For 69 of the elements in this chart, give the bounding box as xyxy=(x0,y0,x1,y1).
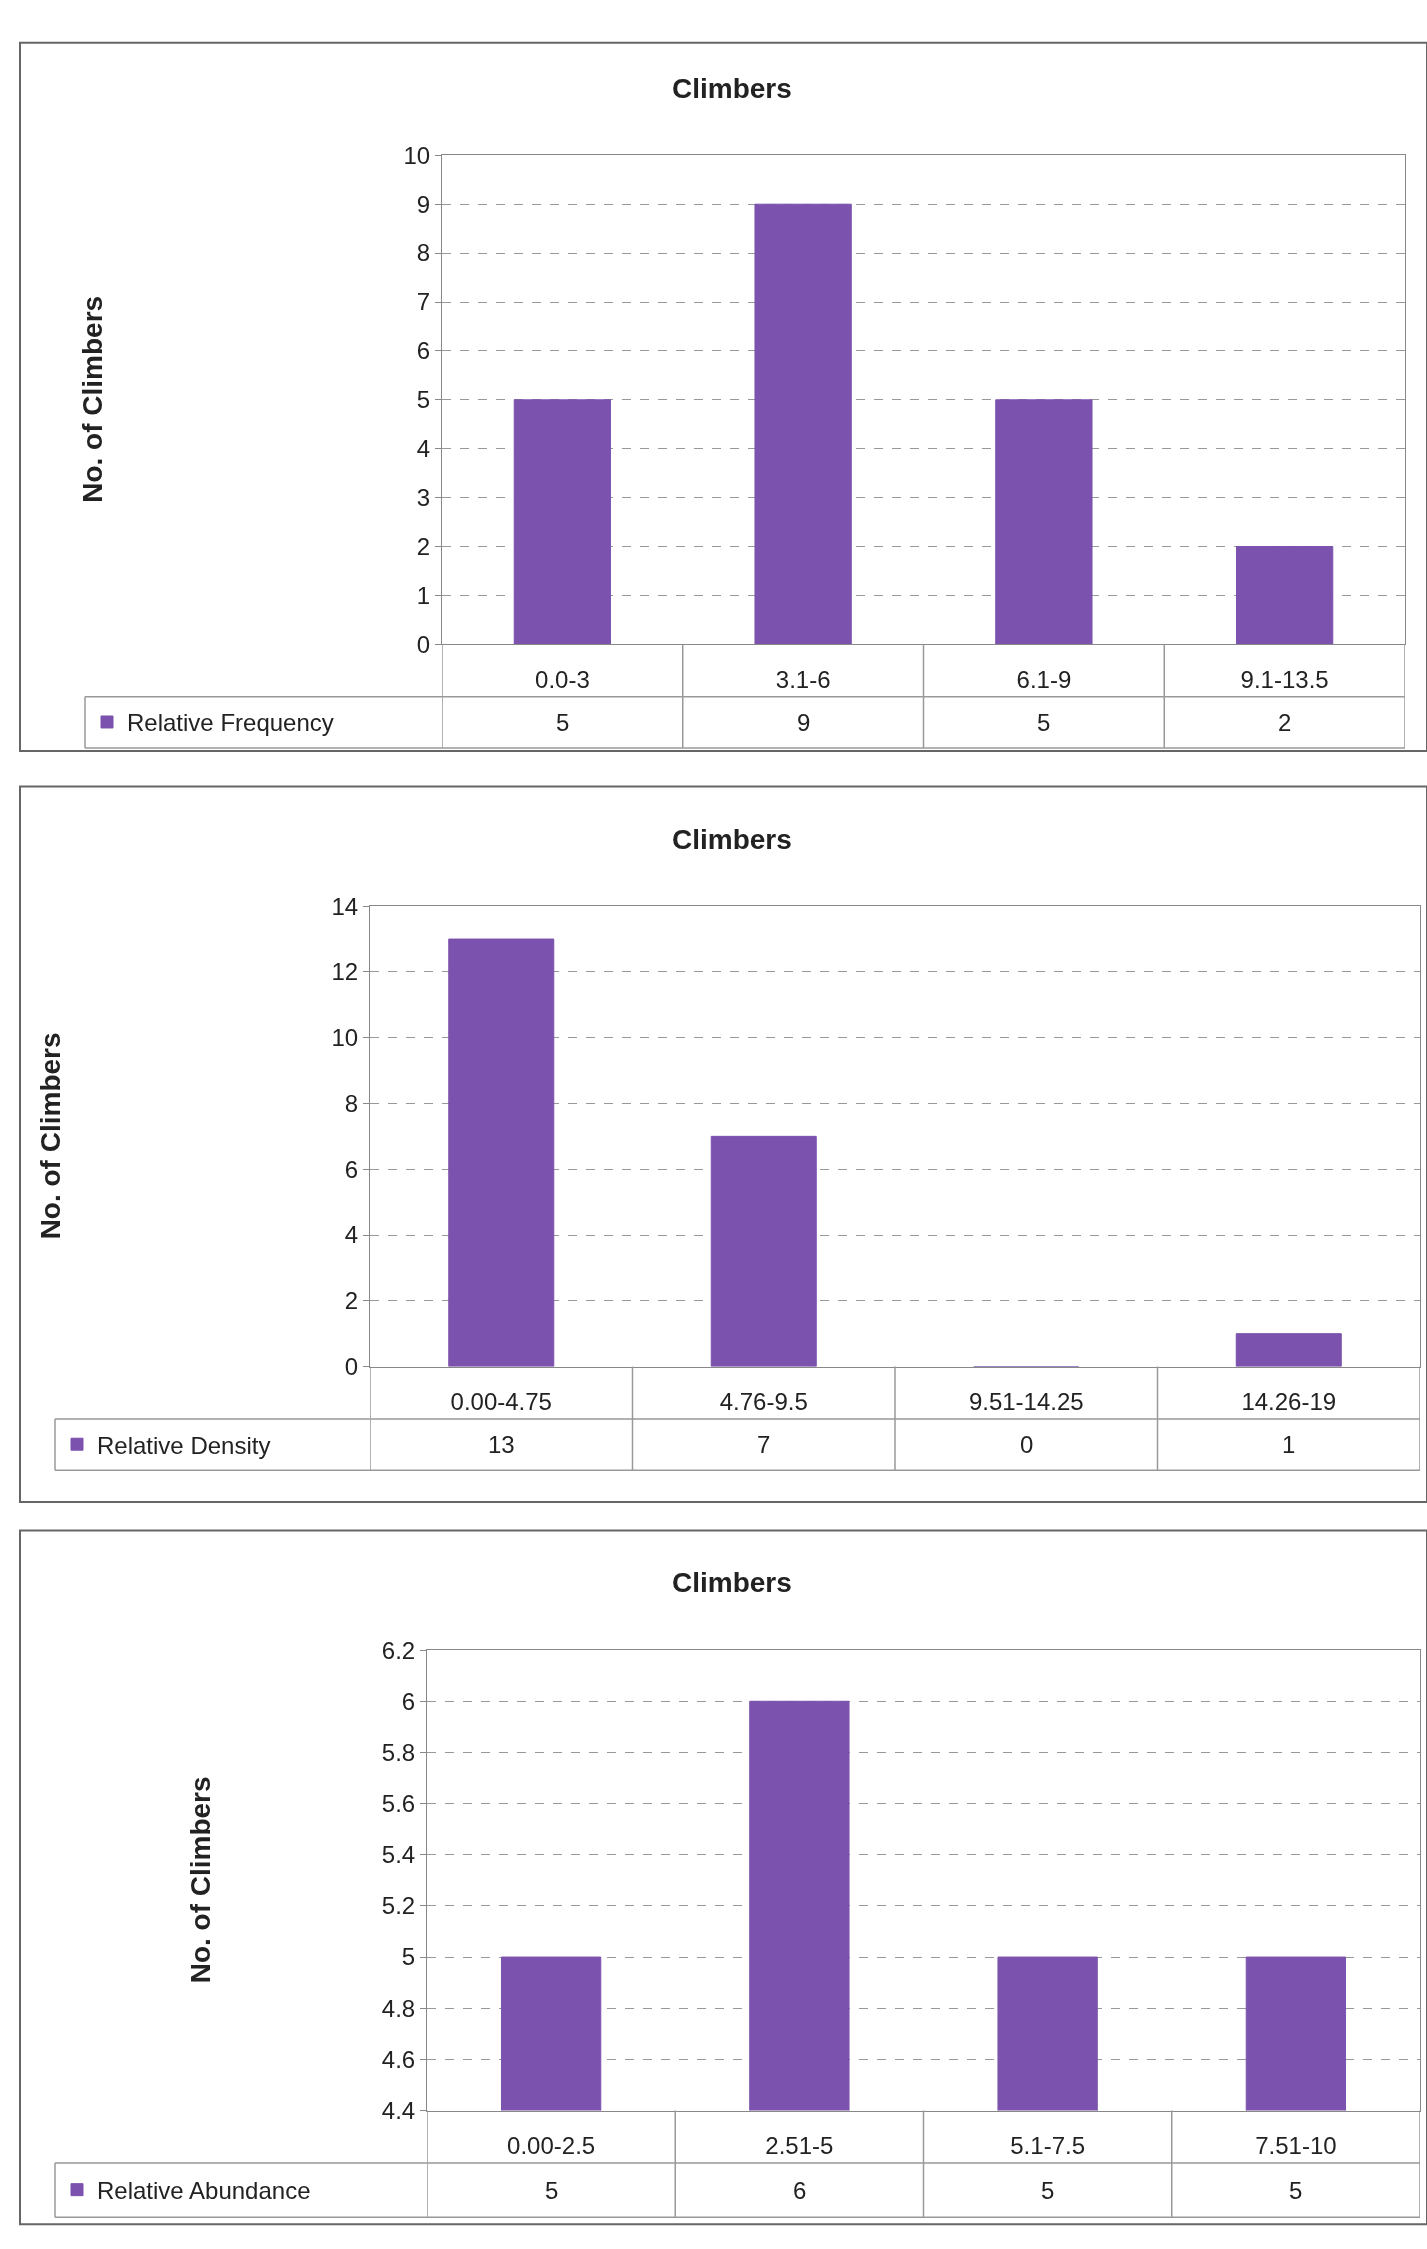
chart-title: Climbers xyxy=(672,824,792,855)
y-tick-label: 2 xyxy=(416,532,431,560)
x-tick-label: 0.00-2.5 xyxy=(507,2132,596,2160)
y-axis-title: No. of Climbers xyxy=(34,1032,66,1240)
data-label: 0 xyxy=(1020,1431,1034,1458)
y-tick-label: 4.4 xyxy=(381,2096,416,2124)
y-tick-label: 4 xyxy=(344,1221,359,1249)
chart-title: Climbers xyxy=(672,73,792,104)
y-tick-label: 14 xyxy=(331,892,359,920)
legend-label: Relative Frequency xyxy=(127,709,334,737)
data-label: 6 xyxy=(793,2177,807,2204)
x-tick-label: 4.76-9.5 xyxy=(719,1388,808,1416)
y-tick-label: 5 xyxy=(401,1943,416,1971)
data-label: 5 xyxy=(545,2177,559,2204)
data-label: 13 xyxy=(488,1431,515,1458)
y-tick-label: 4.8 xyxy=(381,1994,416,2022)
x-tick-label: 3.1-6 xyxy=(775,666,831,694)
chart-title: Climbers xyxy=(672,1567,792,1598)
bar xyxy=(1235,546,1334,645)
y-tick-label: 8 xyxy=(344,1089,359,1117)
y-tick-label: 9 xyxy=(416,190,431,218)
data-label: 9 xyxy=(797,709,811,736)
y-tick-label: 4 xyxy=(416,435,431,463)
legend-label: Relative Density xyxy=(97,1431,271,1459)
y-tick-label: 5.8 xyxy=(381,1738,416,1766)
x-tick-label: 9.1-13.5 xyxy=(1240,666,1329,694)
y-tick-label: 0 xyxy=(416,630,431,658)
y-tick-label: 4.6 xyxy=(381,2045,416,2073)
y-tick-label: 5.6 xyxy=(381,1789,416,1817)
x-tick-label: 2.51-5 xyxy=(765,2132,834,2160)
x-tick-label: 0.00-4.75 xyxy=(450,1388,552,1416)
y-tick-label: 5.4 xyxy=(381,1841,416,1869)
y-tick-label: 12 xyxy=(331,958,359,986)
y-tick-label: 10 xyxy=(403,141,431,169)
x-tick-label: 6.1-9 xyxy=(1016,666,1072,694)
y-tick-label: 0 xyxy=(344,1352,359,1380)
data-label: 5 xyxy=(556,709,570,736)
y-tick-label: 6.2 xyxy=(381,1636,416,1664)
y-tick-label: 6 xyxy=(344,1155,359,1183)
y-tick-label: 7 xyxy=(416,288,431,316)
y-axis-title: No. of Climbers xyxy=(77,295,109,503)
x-tick-label: 14.26-19 xyxy=(1241,1388,1337,1416)
legend-label: Relative Abundance xyxy=(97,2177,311,2205)
bar xyxy=(754,203,852,645)
bar xyxy=(710,1135,817,1367)
y-axis-title: No. of Climbers xyxy=(184,1776,216,1984)
data-label: 5 xyxy=(1037,709,1051,736)
data-label: 1 xyxy=(1282,1431,1296,1458)
data-label: 5 xyxy=(1289,2177,1303,2204)
y-tick-label: 5 xyxy=(416,386,431,414)
x-tick-label: 0.0-3 xyxy=(535,666,590,694)
y-tick-label: 10 xyxy=(331,1024,359,1052)
bar xyxy=(513,399,612,645)
y-tick-label: 6 xyxy=(416,337,431,365)
data-label: 7 xyxy=(757,1431,771,1458)
x-tick-label: 7.51-10 xyxy=(1255,2132,1337,2160)
bar xyxy=(995,399,1093,645)
x-tick-label: 9.51-14.25 xyxy=(968,1388,1084,1416)
bar xyxy=(448,938,555,1367)
y-tick-label: 5.2 xyxy=(381,1892,416,1920)
y-tick-label: 3 xyxy=(416,484,431,512)
y-tick-label: 8 xyxy=(416,239,431,267)
y-tick-label: 1 xyxy=(416,581,431,609)
data-label: 2 xyxy=(1278,709,1292,736)
y-tick-label: 6 xyxy=(401,1687,416,1715)
y-tick-label: 2 xyxy=(344,1287,359,1315)
bar xyxy=(1235,1333,1342,1367)
data-label: 5 xyxy=(1041,2177,1055,2204)
x-tick-label: 5.1-7.5 xyxy=(1010,2132,1085,2160)
